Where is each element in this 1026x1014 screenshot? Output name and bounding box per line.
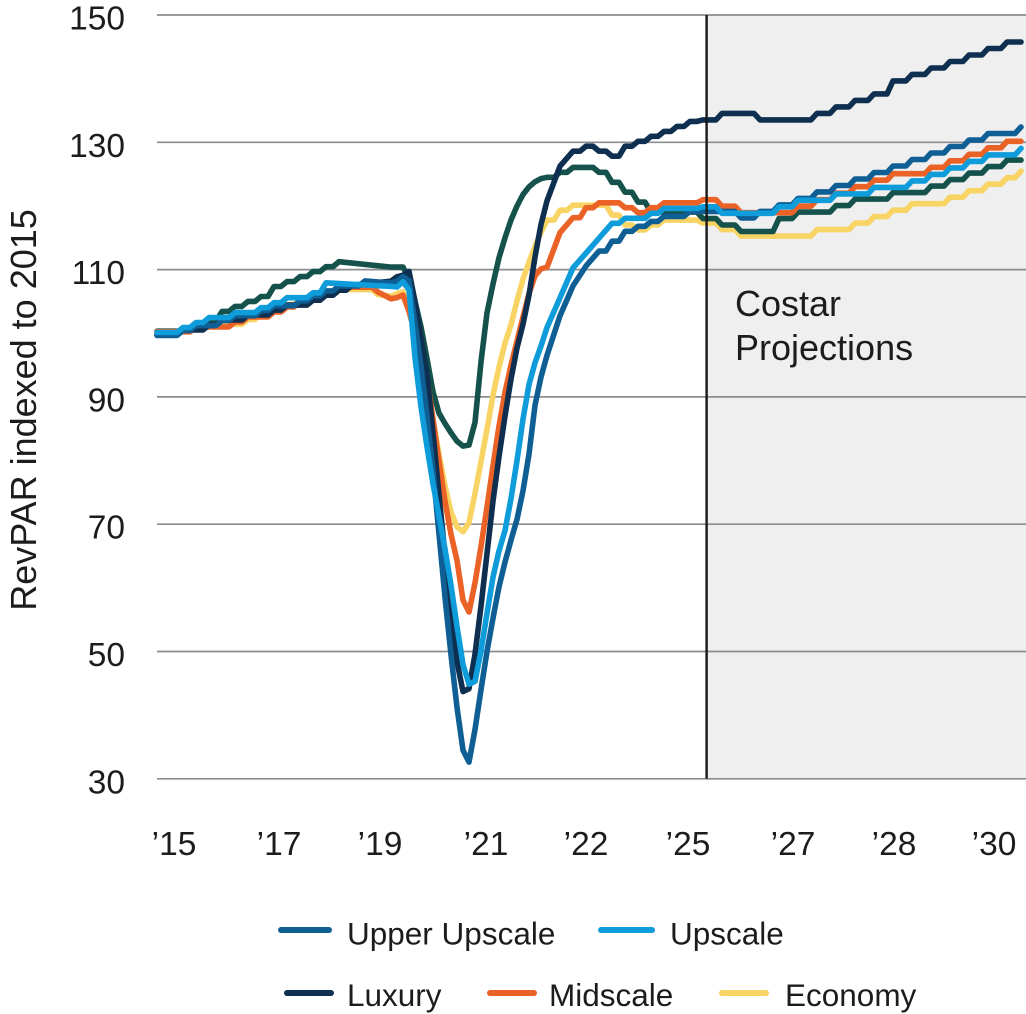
svg-text:70: 70 (88, 510, 125, 547)
svg-text:’27: ’27 (771, 826, 816, 863)
svg-text:’15: ’15 (152, 826, 197, 863)
svg-text:Upper Upscale: Upper Upscale (347, 916, 555, 952)
svg-text:RevPAR indexed to 2015: RevPAR indexed to 2015 (3, 209, 44, 611)
svg-text:’30: ’30 (972, 826, 1017, 863)
svg-text:Projections: Projections (735, 327, 913, 368)
svg-text:’28: ’28 (872, 826, 917, 863)
svg-text:50: 50 (88, 637, 125, 674)
svg-text:Midscale: Midscale (549, 977, 673, 1013)
svg-text:Costar: Costar (735, 283, 841, 324)
svg-text:’19: ’19 (358, 826, 403, 863)
svg-text:90: 90 (88, 382, 125, 419)
svg-text:’21: ’21 (464, 826, 509, 863)
svg-text:’22: ’22 (564, 826, 609, 863)
svg-text:Upscale: Upscale (670, 916, 784, 952)
svg-text:150: 150 (69, 1, 125, 38)
svg-text:’25: ’25 (666, 826, 711, 863)
svg-text:’17: ’17 (257, 826, 302, 863)
svg-text:Economy: Economy (785, 977, 917, 1013)
svg-text:110: 110 (72, 255, 125, 292)
svg-text:30: 30 (88, 764, 125, 801)
svg-text:Luxury: Luxury (347, 977, 442, 1013)
svg-text:130: 130 (69, 128, 125, 165)
